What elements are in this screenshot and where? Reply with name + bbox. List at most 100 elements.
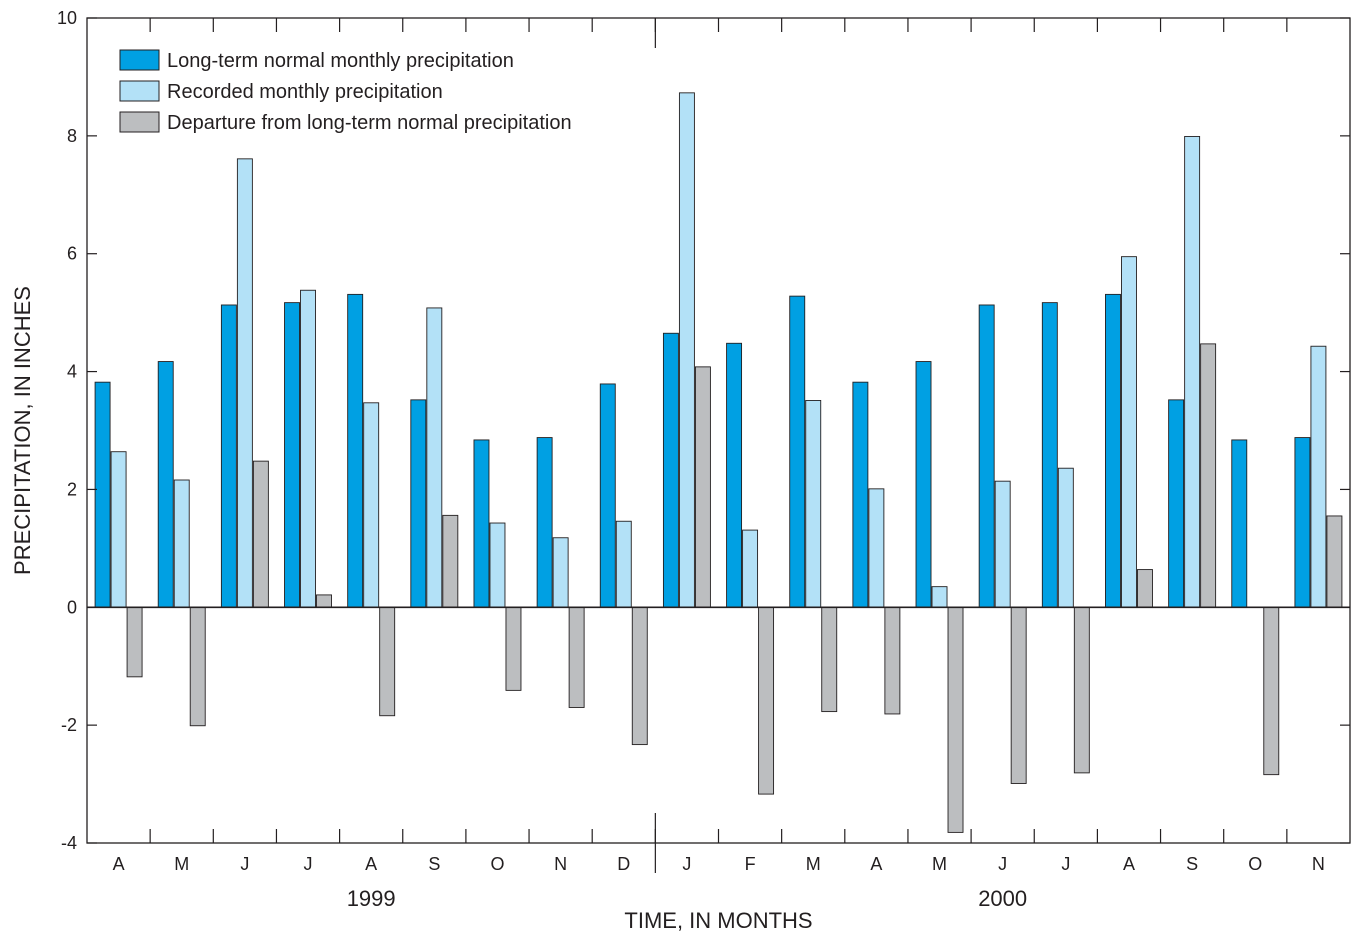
bar-3-19 bbox=[1263, 606, 1280, 776]
bar-3-8 bbox=[568, 606, 585, 708]
month-label-12: M bbox=[806, 854, 821, 874]
bar-1-18 bbox=[1168, 399, 1185, 608]
y-tick-label-3: 6 bbox=[67, 244, 77, 264]
legend-label-3: Departure from long-term normal precipit… bbox=[167, 112, 572, 134]
y-tick-label-5: 2 bbox=[67, 479, 77, 499]
bar-2-10 bbox=[678, 92, 695, 608]
bar-2-12 bbox=[805, 400, 822, 608]
bar-1-14 bbox=[915, 361, 932, 608]
month-label-3: J bbox=[240, 854, 249, 874]
bar-1-5 bbox=[347, 293, 364, 608]
bar-2-11 bbox=[742, 529, 759, 608]
year-label-2: 2000 bbox=[978, 886, 1027, 911]
bar-3-17 bbox=[1137, 569, 1153, 608]
y-tick-label-4: 4 bbox=[67, 362, 77, 382]
y-axis-title: PRECIPITATION, IN INCHES bbox=[10, 286, 35, 575]
tick-marks bbox=[87, 17, 1350, 873]
month-label-9: D bbox=[617, 854, 630, 874]
month-label-1: A bbox=[113, 854, 125, 874]
bar-2-5 bbox=[363, 402, 380, 608]
bar-3-1 bbox=[126, 606, 143, 678]
month-label-20: N bbox=[1312, 854, 1325, 874]
month-label-18: S bbox=[1186, 854, 1198, 874]
bar-1-7 bbox=[473, 439, 490, 608]
bar-3-18 bbox=[1200, 343, 1217, 608]
bar-1-9 bbox=[599, 383, 616, 608]
bar-3-3 bbox=[252, 460, 269, 608]
month-label-6: S bbox=[428, 854, 440, 874]
month-label-5: A bbox=[365, 854, 377, 874]
month-label-8: N bbox=[554, 854, 567, 874]
month-label-10: J bbox=[682, 854, 691, 874]
bar-1-16 bbox=[1041, 302, 1058, 608]
plot-frame bbox=[86, 17, 1351, 844]
month-label-17: A bbox=[1123, 854, 1135, 874]
bar-3-10 bbox=[694, 366, 711, 608]
bar-3-14 bbox=[947, 606, 964, 833]
month-label-14: M bbox=[932, 854, 947, 874]
bar-3-12 bbox=[821, 606, 838, 713]
bar-3-9 bbox=[631, 606, 648, 746]
plot-frame-border bbox=[86, 17, 1351, 844]
y-tick-label-6: 0 bbox=[67, 597, 77, 617]
bar-1-3 bbox=[220, 304, 237, 608]
bar-2-4 bbox=[300, 289, 316, 608]
bar-1-6 bbox=[410, 399, 427, 608]
year-label-1: 1999 bbox=[347, 886, 396, 911]
legend-swatch-2 bbox=[119, 80, 160, 102]
bar-1-4 bbox=[284, 302, 300, 608]
y-tick-label-7: -2 bbox=[61, 715, 77, 735]
bar-3-16 bbox=[1073, 606, 1090, 774]
bar-2-18 bbox=[1184, 135, 1201, 608]
bar-2-6 bbox=[426, 307, 443, 608]
bar-1-8 bbox=[536, 437, 553, 608]
bar-2-3 bbox=[236, 158, 253, 608]
bar-1-12 bbox=[789, 295, 806, 608]
bar-1-10 bbox=[662, 332, 679, 608]
month-label-15: J bbox=[998, 854, 1007, 874]
bar-2-7 bbox=[489, 522, 506, 608]
bar-1-13 bbox=[852, 381, 869, 608]
bar-2-14 bbox=[931, 586, 948, 608]
bar-1-1 bbox=[94, 381, 111, 608]
bar-1-15 bbox=[978, 304, 995, 608]
legend-label-2: Recorded monthly precipitation bbox=[167, 81, 443, 103]
legend-label-1: Long-term normal monthly precipitation bbox=[167, 50, 514, 72]
x-axis-title: TIME, IN MONTHS bbox=[624, 908, 812, 933]
month-label-13: A bbox=[870, 854, 882, 874]
bar-2-8 bbox=[552, 537, 569, 608]
legend-swatch-3 bbox=[119, 111, 160, 133]
month-label-16: J bbox=[1061, 854, 1070, 874]
tick-labels: 10 8 6 4 2 0 -2 -4 A M J J A S O N D J F M A M J J A S O N 1999 2000 bbox=[57, 8, 1325, 911]
legend-swatch-1 bbox=[119, 49, 160, 71]
bar-2-2 bbox=[173, 479, 190, 608]
y-tick-label-1: 10 bbox=[57, 8, 77, 28]
bar-1-17 bbox=[1105, 293, 1121, 608]
bar-1-11 bbox=[726, 342, 743, 608]
bar-3-13 bbox=[884, 606, 901, 715]
y-tick-label-8: -4 bbox=[61, 833, 77, 853]
bar-3-5 bbox=[379, 606, 396, 717]
bar-2-1 bbox=[110, 451, 127, 608]
bar-1-20 bbox=[1294, 437, 1311, 608]
bar-2-20 bbox=[1310, 345, 1327, 608]
bar-3-7 bbox=[505, 606, 522, 691]
bar-1-19 bbox=[1231, 439, 1248, 608]
month-label-19: O bbox=[1248, 854, 1262, 874]
bar-marks bbox=[94, 92, 1343, 833]
month-label-4: J bbox=[304, 854, 313, 874]
month-label-11: F bbox=[745, 854, 756, 874]
bar-2-9 bbox=[615, 520, 632, 608]
bar-2-13 bbox=[868, 488, 885, 608]
bar-3-15 bbox=[1010, 606, 1027, 784]
bar-2-16 bbox=[1057, 467, 1074, 608]
bar-3-20 bbox=[1326, 515, 1343, 608]
month-label-7: O bbox=[490, 854, 504, 874]
bar-3-4 bbox=[316, 594, 332, 608]
legend: Long-term normal monthly precipitation Re… bbox=[119, 49, 572, 134]
bar-1-2 bbox=[157, 361, 174, 608]
y-tick-label-2: 8 bbox=[67, 126, 77, 146]
bar-3-6 bbox=[442, 514, 459, 608]
